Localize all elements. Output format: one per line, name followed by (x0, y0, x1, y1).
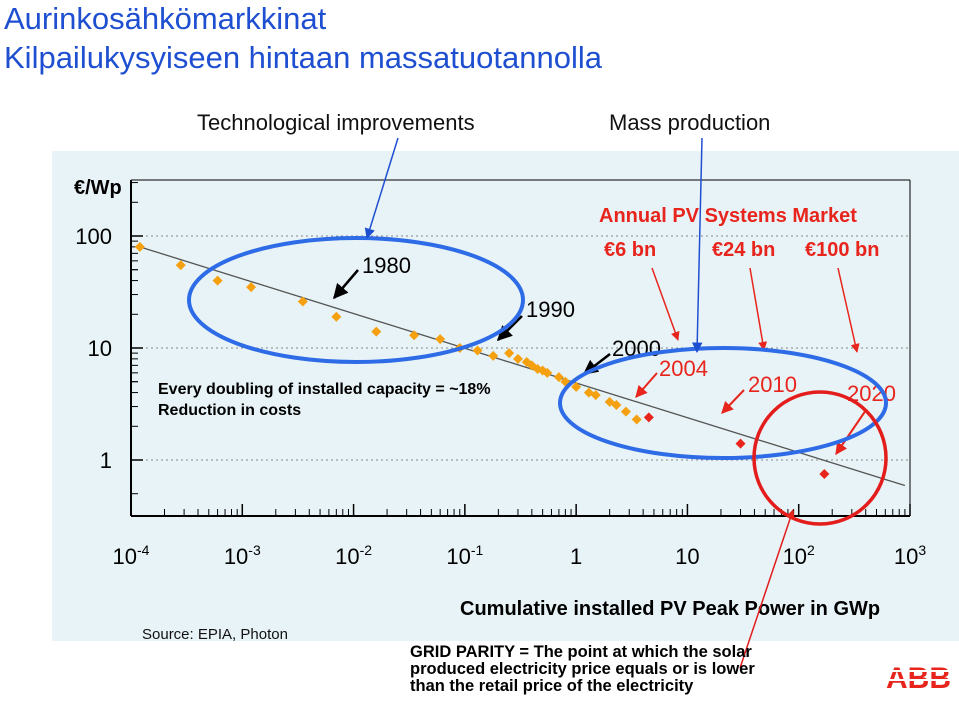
x-axis-title: Cumulative installed PV Peak Power in GW… (460, 598, 880, 620)
y-tick-label: 1 (100, 448, 112, 473)
x-tick-label: 10-3 (224, 542, 261, 569)
market-arrow-24bn (749, 267, 768, 351)
callout-mass-production: Mass production (609, 110, 771, 135)
historical-point-7 (409, 330, 420, 341)
forecast-point-0 (643, 412, 654, 423)
forecast-point-1 (735, 438, 746, 449)
historical-point-13 (512, 353, 523, 364)
circle-grid-parity (752, 390, 888, 526)
historical-point-25 (611, 399, 622, 410)
year-label-2010: 2010 (748, 372, 797, 397)
market-value-100bn: €100 bn (805, 239, 879, 261)
historical-point-4 (297, 296, 308, 307)
arrow-grid-parity (739, 509, 795, 669)
market-title: Annual PV Systems Market (599, 205, 857, 227)
historical-point-5 (331, 311, 342, 322)
slide-title-line-1: Aurinkosähkömarkkinat (4, 1, 327, 36)
historical-point-11 (488, 350, 499, 361)
year-label-1980: 1980 (362, 253, 411, 278)
market-arrow-100bn (837, 267, 860, 353)
x-tick-label: 10 (675, 544, 699, 569)
callout-technological-improvements: Technological improvements (197, 110, 475, 135)
x-tick-label: 103 (894, 542, 926, 569)
grid-parity-line-3: than the retail price of the electricity (410, 677, 694, 695)
y-tick-label: 10 (88, 336, 112, 361)
ellipse-mass-production (558, 346, 888, 460)
chart-panel (52, 151, 959, 641)
market-arrow-6bn (651, 267, 680, 341)
abb-logo-text: ABB (886, 662, 951, 692)
source-note: Source: EPIA, Photon (142, 626, 288, 643)
historical-point-12 (504, 348, 515, 359)
historical-point-6 (371, 326, 382, 337)
year-arrow-1990 (496, 315, 523, 342)
historical-point-2 (212, 275, 223, 286)
year-arrow-2004 (635, 372, 658, 398)
historical-point-27 (631, 414, 642, 425)
learning-curve-trendline (139, 246, 906, 487)
annotation-cost-reduction: Reduction in costs (158, 402, 301, 419)
ellipse-technological-improvements (187, 236, 525, 364)
x-tick-label: 10-1 (446, 542, 483, 569)
slide-title-line-2: Kilpailukysyiseen hintaan massatuotannol… (4, 40, 602, 75)
annotation-doubling: Every doubling of installed capacity = ~… (158, 381, 491, 398)
x-tick-label: 10-4 (113, 542, 150, 569)
grid-parity-line-1: GRID PARITY = The point at which the sol… (410, 643, 752, 661)
year-arrow-1980 (333, 269, 359, 300)
historical-point-8 (435, 334, 446, 345)
year-arrow-2010 (721, 389, 745, 414)
grid-parity-definition: GRID PARITY = The point at which the sol… (410, 644, 755, 695)
historical-point-1 (175, 260, 186, 271)
x-tick-label: 1 (570, 544, 582, 569)
historical-point-0 (134, 241, 145, 252)
historical-point-10 (472, 345, 483, 356)
historical-point-19 (553, 372, 564, 383)
market-value-6bn: €6 bn (604, 239, 656, 261)
year-arrow-2020 (835, 409, 867, 455)
historical-point-23 (590, 390, 601, 401)
historical-point-3 (246, 282, 257, 293)
arrow-mass-production (691, 137, 703, 354)
historical-point-18 (542, 367, 553, 378)
historical-point-26 (620, 406, 631, 417)
year-label-2004: 2004 (659, 356, 708, 381)
grid-parity-line-2: produced electricity price equals or is … (410, 660, 755, 678)
market-value-24bn: €24 bn (712, 239, 775, 261)
forecast-point-2 (819, 468, 830, 479)
year-label-1990: 1990 (526, 297, 575, 322)
arrow-technological (364, 137, 399, 240)
y-ticks: 100 10 1 (75, 182, 143, 495)
x-tick-label: 102 (783, 542, 815, 569)
historical-point-21 (571, 381, 582, 392)
y-tick-label: 100 (75, 224, 112, 249)
y-axis-label: €/Wp (74, 177, 122, 199)
x-ticks: 10-4 10-3 10-2 10-1 1 10 102 103 (113, 504, 926, 569)
x-tick-label: 10-2 (335, 542, 372, 569)
